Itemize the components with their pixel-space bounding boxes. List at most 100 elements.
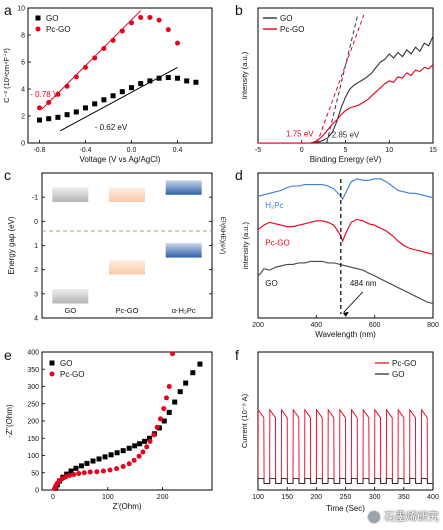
panel-c-band-GO bbox=[52, 289, 89, 304]
panel-e-point bbox=[146, 435, 152, 441]
panel-c-band-α-H₂Pc bbox=[165, 243, 202, 258]
panel-a-point bbox=[101, 97, 107, 103]
panel-e-point bbox=[96, 456, 102, 462]
panel-f-legend-label: GO bbox=[392, 370, 404, 379]
panel-e-point bbox=[147, 438, 153, 444]
panel-e-point bbox=[140, 449, 146, 455]
panel-f-series-GO bbox=[258, 477, 433, 484]
watermark: 石墨烯研究 bbox=[367, 508, 439, 524]
panel-e-point bbox=[183, 380, 189, 386]
panel-e-point bbox=[136, 453, 142, 459]
panel-c-band-Pc-GO bbox=[109, 260, 145, 275]
panel-a-point bbox=[165, 27, 171, 33]
panel-c-band-α-H₂Pc bbox=[165, 180, 202, 195]
panel-b-legend-label: Pc-GO bbox=[280, 25, 304, 34]
panel-a-ytick-label: 4 bbox=[21, 87, 25, 94]
panel-b-xtick-label: 15 bbox=[429, 147, 437, 154]
panel-d-xtick-label: 600 bbox=[369, 322, 381, 329]
panel-b-xtick-label: -5 bbox=[255, 147, 261, 154]
panel-e-ylabel: -Z''(Ohm) bbox=[5, 404, 14, 438]
panel-a-ytick-label: 0 bbox=[21, 141, 25, 148]
panel-e-point bbox=[166, 384, 172, 389]
panel-e-point bbox=[137, 441, 143, 447]
panel-a-point bbox=[46, 100, 52, 105]
panel-e-point bbox=[190, 370, 196, 376]
panel-a-point bbox=[46, 116, 52, 122]
panel-d-xlabel: Wavelength (nm) bbox=[315, 330, 376, 339]
panel-e-point bbox=[166, 409, 172, 415]
panel-a-point bbox=[73, 74, 79, 80]
panel-e-ytick-label: 50 bbox=[31, 470, 39, 477]
panel-d-series-label: Pc-GO bbox=[265, 239, 289, 248]
panel-a-ytick-label: 6 bbox=[21, 60, 25, 67]
panel-label-a: a bbox=[4, 2, 12, 18]
panel-e-ytick-label: 300 bbox=[27, 384, 39, 391]
panel-a-legend-marker bbox=[35, 15, 41, 21]
panel-f-xtick-label: 100 bbox=[252, 494, 264, 501]
panel-a-xtick-label: 0.4 bbox=[173, 147, 183, 154]
panel-f-xtick-label: 400 bbox=[427, 494, 439, 501]
panel-f-xtick-label: 200 bbox=[310, 494, 322, 501]
panel-e-point bbox=[172, 399, 178, 405]
panel-c-ylabel: Energy gap (eV) bbox=[7, 216, 16, 275]
panel-d-series-label: GO bbox=[265, 279, 277, 288]
panel-a-xtick-label: -0.8 bbox=[33, 147, 45, 154]
panel-d-xtick-label: 400 bbox=[310, 322, 322, 329]
panel-a-point bbox=[147, 14, 153, 20]
panel-a-point bbox=[165, 75, 171, 81]
panel-c-category-label: α-H₂Pc bbox=[172, 306, 196, 315]
panel-a-point bbox=[101, 46, 107, 51]
panel-e-point bbox=[142, 438, 148, 444]
panel-b-annotation: 1.75 eV bbox=[286, 129, 314, 138]
panel-a-point bbox=[119, 28, 125, 34]
panel-a-point bbox=[92, 55, 98, 61]
panel-a-xtick-label: -0.4 bbox=[79, 147, 91, 154]
panel-e-point bbox=[81, 470, 87, 476]
panel-a-ylabel: C⁻² (10⁹cm⁴F⁻²) bbox=[2, 48, 11, 103]
panel-c-band-GO bbox=[52, 187, 89, 202]
panel-e-point bbox=[76, 470, 82, 476]
panel-d-series-label: H₂Pc bbox=[265, 201, 283, 210]
panel-a-frame bbox=[27, 7, 213, 144]
panel-a-point bbox=[138, 81, 144, 87]
panel-e-point bbox=[126, 445, 132, 451]
panel-b-xtick-label: 5 bbox=[344, 147, 348, 154]
panel-a-legend-label: GO bbox=[46, 14, 58, 23]
panel-e-point bbox=[90, 458, 96, 464]
panel-e-point bbox=[163, 395, 169, 401]
panel-c-ytick-label: 1 bbox=[34, 243, 38, 250]
panel-e-point bbox=[157, 416, 163, 422]
panel-a-legend-label: Pc-GO bbox=[46, 25, 70, 34]
panel-e-point bbox=[132, 443, 138, 449]
panel-a-point bbox=[55, 91, 61, 97]
panel-label-b: b bbox=[235, 2, 243, 18]
panel-e-legend-marker bbox=[49, 360, 55, 366]
panel-d-series-Pc-GO bbox=[258, 218, 433, 255]
panel-c-ylabel-right: Eᴰ(NHE)(eV) bbox=[219, 217, 226, 255]
panel-b-xlabel: Binding Energy (eV) bbox=[310, 155, 382, 164]
panel-f-legend-label: Pc-GO bbox=[392, 359, 416, 368]
panel-e-point bbox=[73, 465, 79, 471]
panel-e-point bbox=[68, 468, 74, 474]
panel-d-arrow bbox=[343, 291, 364, 313]
panel-b-series-Pc-GO bbox=[258, 64, 433, 143]
panel-b-fit bbox=[316, 14, 365, 143]
panel-e-point bbox=[170, 351, 176, 357]
panel-e-point bbox=[120, 464, 126, 470]
panel-e-ytick-label: 150 bbox=[27, 436, 39, 443]
panel-e-point bbox=[126, 461, 132, 467]
panel-d-annotation: 484 nm bbox=[350, 279, 377, 288]
wechat-icon bbox=[367, 510, 381, 524]
panel-a-annotation: - 0.78 V bbox=[30, 90, 59, 99]
panel-e-ytick-label: 250 bbox=[27, 401, 39, 408]
watermark-text: 石墨烯研究 bbox=[384, 510, 439, 523]
panel-a-point bbox=[156, 75, 162, 81]
panel-a-point bbox=[119, 89, 125, 95]
panel-e-point bbox=[114, 450, 120, 456]
panel-e-point bbox=[161, 406, 167, 412]
panel-a-point bbox=[156, 17, 162, 23]
panel-e-ytick-label: 200 bbox=[27, 419, 39, 426]
panel-d-frame bbox=[257, 172, 434, 319]
panel-e-point bbox=[78, 463, 84, 469]
